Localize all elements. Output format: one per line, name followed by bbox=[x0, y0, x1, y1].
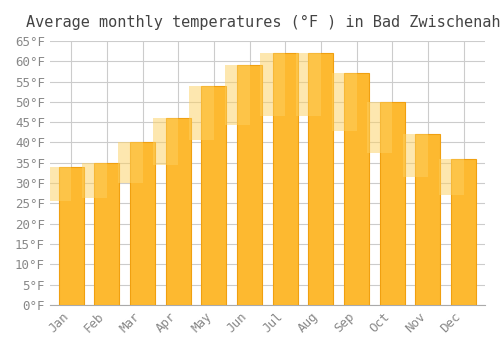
Bar bbox=[332, 74, 356, 131]
Bar bbox=[154, 118, 178, 165]
Bar bbox=[189, 86, 214, 140]
Bar bbox=[451, 159, 476, 305]
Bar bbox=[416, 134, 440, 305]
Bar bbox=[260, 53, 285, 116]
Bar bbox=[344, 74, 369, 305]
Bar bbox=[202, 86, 226, 305]
Bar bbox=[296, 53, 321, 116]
Bar bbox=[94, 163, 120, 305]
Bar bbox=[308, 53, 334, 305]
Bar bbox=[380, 102, 404, 305]
Bar bbox=[46, 167, 72, 201]
Bar bbox=[273, 53, 297, 305]
Bar bbox=[166, 118, 190, 305]
Bar bbox=[403, 134, 428, 177]
Bar bbox=[82, 163, 107, 198]
Bar bbox=[118, 142, 142, 183]
Bar bbox=[59, 167, 84, 305]
Bar bbox=[438, 159, 464, 195]
Bar bbox=[224, 65, 250, 125]
Bar bbox=[237, 65, 262, 305]
Title: Average monthly temperatures (°F ) in Bad Zwischenahn: Average monthly temperatures (°F ) in Ba… bbox=[26, 15, 500, 30]
Bar bbox=[130, 142, 155, 305]
Bar bbox=[368, 102, 392, 153]
